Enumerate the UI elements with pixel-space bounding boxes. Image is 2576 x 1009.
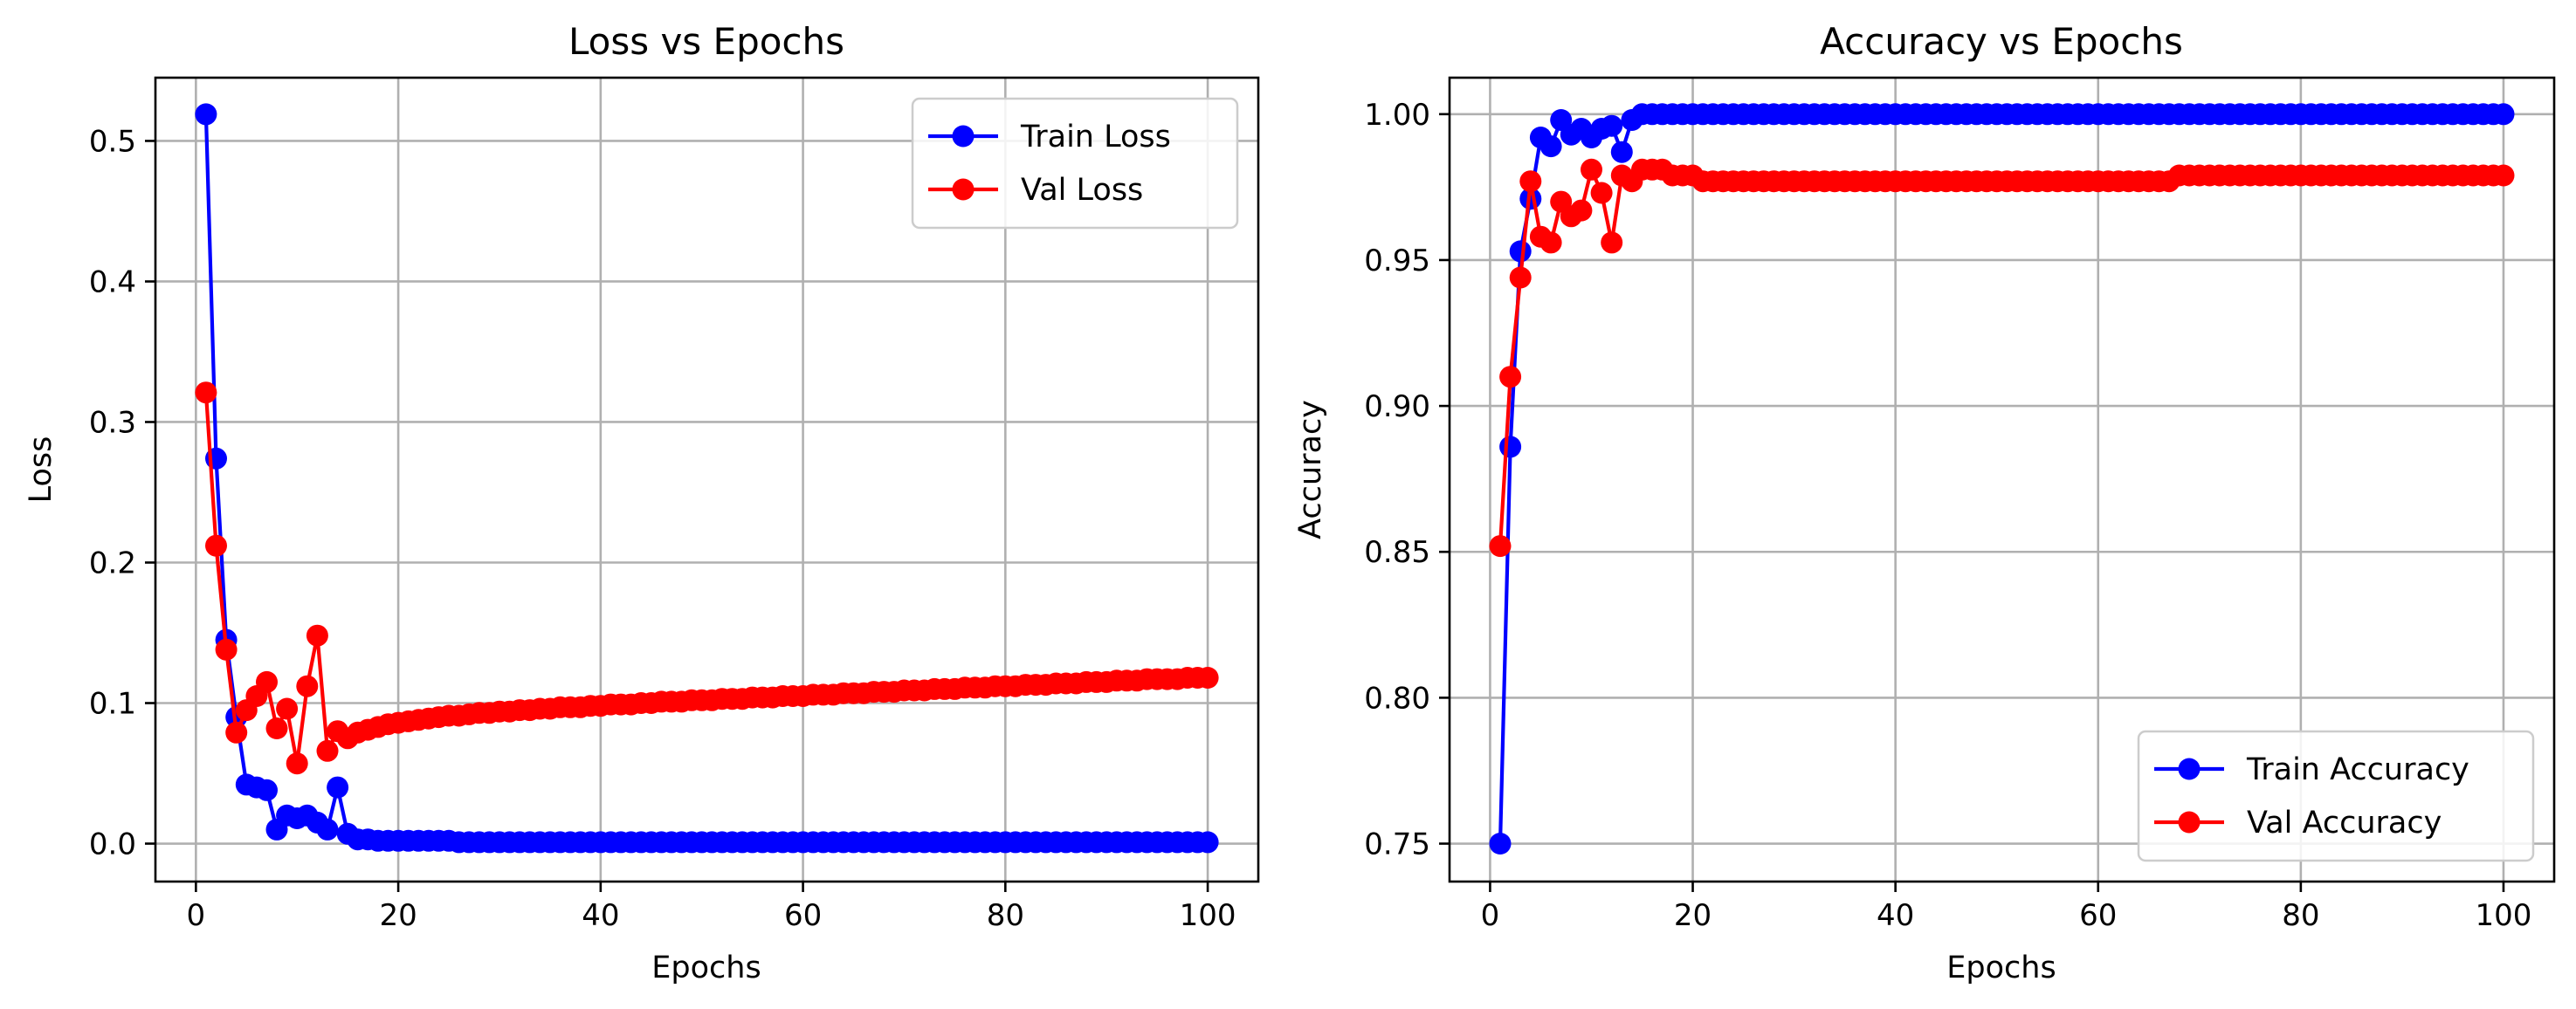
val-loss-point — [256, 670, 278, 693]
train-accuracy-point — [1509, 240, 1532, 263]
val-accuracy-point — [1581, 158, 1602, 181]
accuracy-y-tick-label: 0.80 — [1364, 681, 1430, 716]
accuracy-chart-x-label: Epochs — [1946, 951, 2056, 985]
val-accuracy-point — [1570, 199, 1593, 222]
train-loss-point — [256, 779, 278, 801]
val-loss-point — [286, 752, 308, 775]
val-loss-point — [306, 624, 328, 647]
accuracy-chart-y-label: Accuracy — [1293, 400, 1328, 539]
loss-chart-title: Loss vs Epochs — [568, 20, 844, 63]
train-loss-point — [327, 776, 349, 799]
train-loss-legend-label: Train Loss — [1020, 120, 1171, 154]
train-loss-point — [316, 818, 339, 841]
val-loss-point — [316, 739, 339, 762]
val-accuracy-point — [1539, 231, 1562, 254]
train-loss-point — [195, 103, 217, 126]
accuracy-x-tick-label: 80 — [2282, 898, 2319, 933]
val-accuracy-point — [1590, 182, 1613, 204]
train-loss-legend-marker — [952, 125, 975, 148]
loss-axes-frame — [154, 76, 1260, 883]
accuracy-x-tick-label: 60 — [2079, 898, 2117, 933]
accuracy-x-tick-label: 100 — [2476, 898, 2532, 933]
accuracy-y-tick-label: 0.85 — [1364, 535, 1430, 570]
accuracy-axes-frame — [1448, 76, 2556, 883]
val-accuracy-point — [1489, 535, 1512, 558]
val-accuracy-legend-label: Val Accuracy — [2247, 806, 2442, 841]
val-loss-point — [276, 697, 299, 720]
loss-x-tick-label: 40 — [582, 898, 619, 933]
loss-x-tick-label: 100 — [1180, 898, 1236, 933]
loss-y-tick-label: 0.2 — [89, 546, 136, 580]
val-loss-point — [205, 534, 227, 557]
val-accuracy-legend-marker — [2178, 811, 2201, 834]
loss-y-tick-label: 0.3 — [89, 405, 136, 440]
accuracy-chart-title: Accuracy vs Epochs — [1820, 20, 2183, 63]
val-loss-legend-label: Val Loss — [1021, 173, 1143, 208]
accuracy-x-tick-label: 20 — [1674, 898, 1712, 933]
val-loss-point — [195, 381, 217, 404]
accuracy-x-tick-label: 40 — [1877, 898, 1914, 933]
accuracy-y-tick-label: 0.75 — [1364, 827, 1430, 862]
accuracy-chart: Accuracy vs Epochs Epochs Accuracy 0 20 40… — [1293, 20, 2556, 985]
train-accuracy-point — [1489, 833, 1512, 855]
accuracy-y-tick-label: 0.95 — [1364, 244, 1430, 278]
loss-x-tick-label: 60 — [784, 898, 822, 933]
val-accuracy-point — [1519, 170, 1542, 193]
val-accuracy-point — [1509, 266, 1532, 289]
loss-legend: Train Loss Val Loss — [911, 97, 1239, 230]
val-accuracy-point — [2492, 164, 2515, 187]
loss-x-tick-label: 20 — [379, 898, 417, 933]
val-loss-point — [1196, 667, 1219, 689]
val-accuracy-point — [1601, 231, 1623, 254]
accuracy-y-tick-label: 1.00 — [1364, 98, 1430, 133]
val-loss-point — [215, 638, 238, 661]
train-accuracy-point — [1601, 114, 1623, 137]
accuracy-x-tick-label: 0 — [1481, 898, 1500, 933]
loss-chart-y-label: Loss — [24, 436, 59, 504]
train-accuracy-point — [1610, 141, 1633, 163]
accuracy-legend: Train Accuracy Val Accuracy — [2137, 730, 2535, 862]
loss-y-tick-label: 0.5 — [89, 124, 136, 159]
loss-chart-x-label: Epochs — [651, 951, 761, 985]
train-accuracy-point — [2492, 103, 2515, 126]
train-accuracy-point — [1539, 135, 1562, 158]
loss-chart: Loss vs Epochs Epochs Loss 0 20 40 60 80 100 0… — [24, 20, 1260, 985]
loss-x-tick-label: 0 — [187, 898, 206, 933]
train-accuracy-point — [1499, 436, 1522, 458]
accuracy-legend-box — [2137, 730, 2535, 862]
train-accuracy-legend-label: Train Accuracy — [2246, 752, 2469, 787]
loss-y-tick-label: 0.0 — [89, 827, 136, 862]
val-loss-point — [225, 721, 248, 744]
val-loss-legend-marker — [952, 178, 975, 201]
val-loss-point — [265, 717, 288, 739]
train-accuracy-legend-marker — [2178, 758, 2201, 780]
loss-plot-area — [195, 103, 1219, 854]
loss-legend-box — [911, 97, 1239, 230]
train-loss-point — [1196, 831, 1219, 854]
loss-y-tick-label: 0.4 — [89, 264, 136, 299]
val-accuracy-point — [1499, 366, 1522, 388]
accuracy-plot-area — [1489, 103, 2515, 855]
val-loss-point — [296, 675, 319, 697]
accuracy-y-tick-label: 0.90 — [1364, 389, 1430, 424]
loss-y-tick-label: 0.1 — [89, 687, 136, 722]
loss-x-tick-label: 80 — [987, 898, 1024, 933]
